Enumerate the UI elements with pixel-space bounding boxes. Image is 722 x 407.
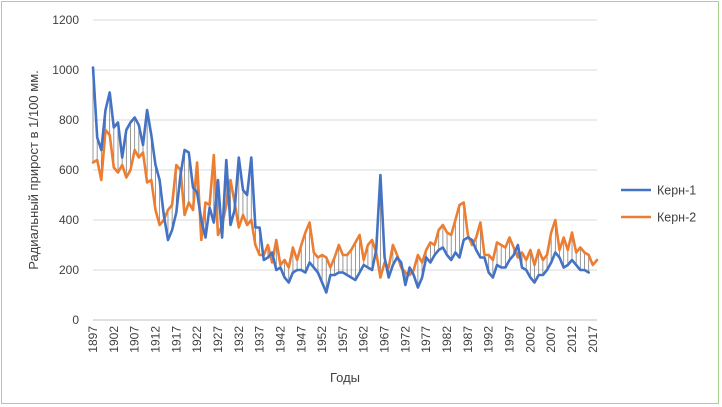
x-tick-label: 2002 (523, 326, 537, 353)
y-tick-label: 200 (59, 263, 79, 277)
x-tick-label: 1927 (211, 326, 225, 353)
x-tick-label: 1932 (232, 326, 246, 353)
x-tick-label: 1912 (148, 326, 162, 353)
x-tick-label: 1987 (461, 326, 475, 353)
legend: Керн-1 Керн-2 (621, 184, 696, 225)
x-tick-label: 1977 (419, 326, 433, 353)
y-axis-tick-labels: 0 200 400 600 800 1000 1200 (52, 13, 79, 327)
x-tick-label: 1907 (128, 326, 142, 353)
x-tick-label: 2007 (544, 326, 558, 353)
y-axis-title: Радиальный прирост в 1/100 мм. (26, 70, 41, 270)
x-tick-label: 1952 (315, 326, 329, 353)
y-tick-label: 800 (59, 113, 79, 127)
x-tick-label: 1957 (336, 326, 350, 353)
legend-label: Керн-2 (657, 211, 696, 225)
x-axis-tick-labels: 1897 1902 1907 1912 1917 1922 1927 1932 1937 1942… (86, 326, 600, 353)
y-tick-label: 1200 (52, 13, 79, 27)
x-tick-label: 1917 (169, 326, 183, 353)
x-tick-label: 1922 (190, 326, 204, 353)
x-axis-title: Годы (330, 370, 360, 385)
y-tick-label: 1000 (52, 63, 79, 77)
series-line-2 (91, 128, 599, 279)
drop-lines (92, 67, 590, 293)
x-tick-label: 1967 (378, 326, 392, 353)
x-tick-label: 1947 (294, 326, 308, 353)
series-line-1 (91, 66, 591, 294)
x-tick-label: 2012 (565, 326, 579, 353)
legend-label: Керн-1 (657, 184, 696, 198)
gridlines (93, 19, 597, 271)
x-tick-label: 2017 (586, 326, 600, 353)
y-tick-label: 0 (72, 313, 79, 327)
x-tick-label: 1997 (503, 326, 517, 353)
series-lines (91, 66, 599, 294)
x-tick-label: 1942 (273, 326, 287, 353)
x-tick-label: 1902 (107, 326, 121, 353)
x-tick-label: 1897 (86, 326, 100, 353)
y-tick-label: 400 (59, 213, 79, 227)
x-tick-label: 1992 (482, 326, 496, 353)
x-tick-label: 1962 (357, 326, 371, 353)
y-tick-label: 600 (59, 163, 79, 177)
x-tick-label: 1982 (440, 326, 454, 353)
x-tick-label: 1972 (398, 326, 412, 353)
x-tick-label: 1937 (253, 326, 267, 353)
